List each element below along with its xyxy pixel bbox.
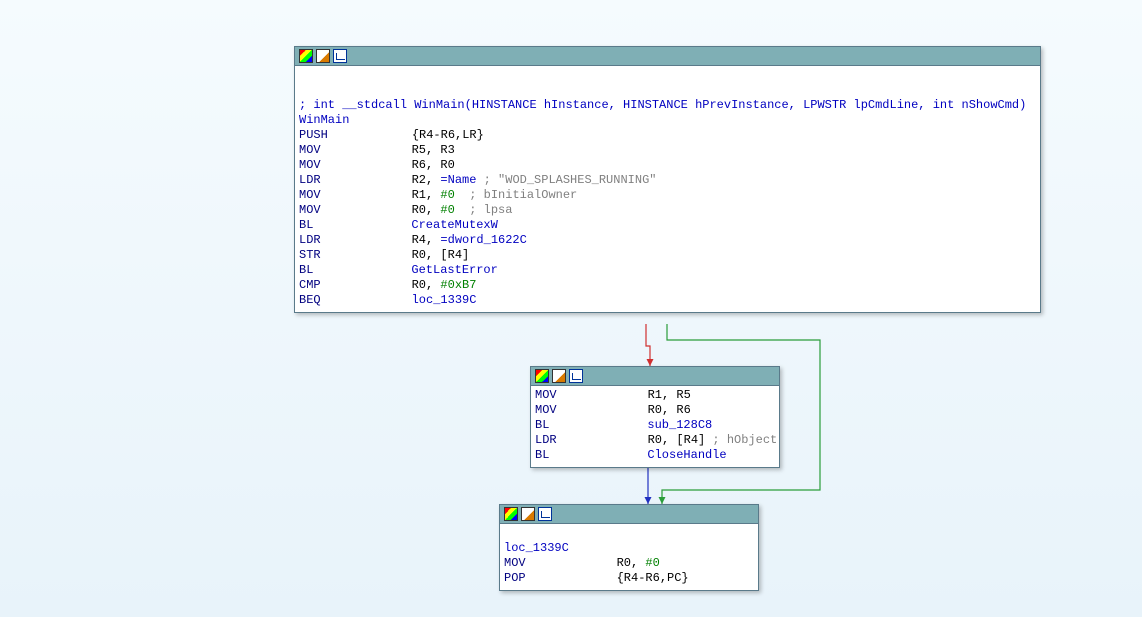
asm-line: ; int __stdcall WinMain(HINSTANCE hInsta… xyxy=(299,98,1026,112)
tok-reg: R1, R5 xyxy=(648,388,691,402)
asm-line: LDR R2, =Name ; "WOD_SPLASHES_RUNNING" xyxy=(299,173,656,187)
asm-line: WinMain xyxy=(299,113,349,127)
color-icon[interactable] xyxy=(504,507,518,521)
node-header[interactable] xyxy=(531,367,779,386)
tok-func: ; int __stdcall WinMain(HINSTANCE hInsta… xyxy=(299,98,1026,112)
tok-reg: R0, xyxy=(412,278,441,292)
tok-name: =Name xyxy=(440,173,476,187)
node-body: MOV R1, R5 MOV R0, R6 BL sub_128C8 LDR R0, [R4]… xyxy=(531,386,779,467)
asm-line: POP {R4-R6,PC} xyxy=(504,571,689,585)
edit-icon[interactable] xyxy=(552,369,566,383)
tok-reg: {R4-R6,PC} xyxy=(617,571,689,585)
asm-line: BL sub_128C8 xyxy=(535,418,712,432)
tok-op: MOV xyxy=(299,203,321,217)
tok-op: LDR xyxy=(299,233,321,247)
tok-op: MOV xyxy=(299,158,321,172)
graph-canvas[interactable]: ; int __stdcall WinMain(HINSTANCE hInsta… xyxy=(0,0,1142,617)
tok-op: BL xyxy=(299,263,313,277)
tok-op: LDR xyxy=(535,433,557,447)
asm-line: BL CloseHandle xyxy=(535,448,727,462)
tok-op: BEQ xyxy=(299,293,321,307)
tok-name: CloseHandle xyxy=(647,448,726,462)
node-body: loc_1339CMOV R0, #0 POP {R4-R6,PC} xyxy=(500,524,758,590)
asm-line: MOV R0, #0 xyxy=(504,556,660,570)
edge-n1-to-n2-fallthrough xyxy=(646,324,650,366)
tok-name: CreateMutexW xyxy=(411,218,497,232)
tok-num: #0 xyxy=(440,188,454,202)
asm-line: PUSH {R4-R6,LR} xyxy=(299,128,484,142)
tok-num: #0 xyxy=(440,203,454,217)
tok-reg: R0, [R4] xyxy=(648,433,706,447)
tok-op: MOV xyxy=(299,143,321,157)
asm-line: MOV R1, #0 ; bInitialOwner xyxy=(299,188,577,202)
asm-line: loc_1339C xyxy=(504,541,569,555)
tok-cmt: ; lpsa xyxy=(455,203,513,217)
asm-line: LDR R0, [R4] ; hObject xyxy=(535,433,777,447)
tok-name: sub_128C8 xyxy=(647,418,712,432)
asm-line: MOV R0, #0 ; lpsa xyxy=(299,203,512,217)
tok-name: GetLastError xyxy=(411,263,497,277)
asm-line: BL GetLastError xyxy=(299,263,498,277)
graph-node-n2[interactable]: MOV R1, R5 MOV R0, R6 BL sub_128C8 LDR R0, [R4]… xyxy=(530,366,780,468)
tok-op: PUSH xyxy=(299,128,328,142)
tok-reg: R0, xyxy=(617,556,646,570)
tok-cmt: ; hObject xyxy=(705,433,777,447)
tok-reg: R0, xyxy=(412,203,441,217)
asm-line: BEQ loc_1339C xyxy=(299,293,476,307)
tok-op: MOV xyxy=(504,556,526,570)
asm-line: LDR R4, =dword_1622C xyxy=(299,233,527,247)
tok-op: BL xyxy=(535,418,549,432)
asm-line: MOV R1, R5 xyxy=(535,388,691,402)
graph-icon[interactable] xyxy=(333,49,347,63)
tok-num: #0 xyxy=(645,556,659,570)
edit-icon[interactable] xyxy=(521,507,535,521)
color-icon[interactable] xyxy=(299,49,313,63)
tok-op: CMP xyxy=(299,278,321,292)
tok-reg: R1, xyxy=(412,188,441,202)
graph-icon[interactable] xyxy=(538,507,552,521)
tok-name: loc_1339C xyxy=(504,541,569,555)
node-header[interactable] xyxy=(295,47,1040,66)
node-body: ; int __stdcall WinMain(HINSTANCE hInsta… xyxy=(295,66,1040,312)
tok-cmt: ; "WOD_SPLASHES_RUNNING" xyxy=(476,173,656,187)
tok-op: POP xyxy=(504,571,526,585)
tok-name: loc_1339C xyxy=(412,293,477,307)
graph-icon[interactable] xyxy=(569,369,583,383)
asm-line: BL CreateMutexW xyxy=(299,218,498,232)
node-header[interactable] xyxy=(500,505,758,524)
tok-func: WinMain xyxy=(299,113,349,127)
tok-num: #0xB7 xyxy=(440,278,476,292)
tok-op: MOV xyxy=(535,388,557,402)
tok-op: BL xyxy=(299,218,313,232)
asm-line: STR R0, [R4] xyxy=(299,248,469,262)
tok-op: MOV xyxy=(535,403,557,417)
graph-node-n3[interactable]: loc_1339CMOV R0, #0 POP {R4-R6,PC} xyxy=(499,504,759,591)
tok-reg: R0, [R4] xyxy=(412,248,470,262)
tok-reg: R5, R3 xyxy=(412,143,455,157)
asm-line: MOV R5, R3 xyxy=(299,143,455,157)
asm-line: CMP R0, #0xB7 xyxy=(299,278,476,292)
tok-op: MOV xyxy=(299,188,321,202)
tok-op: BL xyxy=(535,448,549,462)
edit-icon[interactable] xyxy=(316,49,330,63)
tok-reg: R2, xyxy=(412,173,441,187)
asm-line: MOV R6, R0 xyxy=(299,158,455,172)
tok-reg: {R4-R6,LR} xyxy=(412,128,484,142)
tok-op: STR xyxy=(299,248,321,262)
color-icon[interactable] xyxy=(535,369,549,383)
tok-cmt: ; bInitialOwner xyxy=(455,188,577,202)
tok-op: LDR xyxy=(299,173,321,187)
tok-name: =dword_1622C xyxy=(440,233,526,247)
graph-node-n1[interactable]: ; int __stdcall WinMain(HINSTANCE hInsta… xyxy=(294,46,1041,313)
tok-reg: R4, xyxy=(412,233,441,247)
asm-line: MOV R0, R6 xyxy=(535,403,691,417)
tok-reg: R6, R0 xyxy=(412,158,455,172)
tok-reg: R0, R6 xyxy=(648,403,691,417)
